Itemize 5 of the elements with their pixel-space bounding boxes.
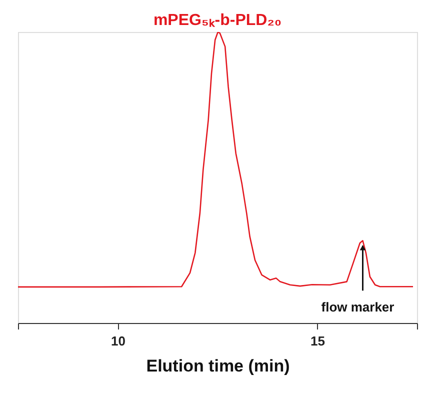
x-axis-title: Elution time (min)	[146, 356, 290, 376]
x-tick-label: 15	[310, 334, 325, 348]
annotation: flow marker	[321, 300, 394, 315]
x-tick-label: 10	[111, 334, 126, 348]
chart-title: mPEG₅ₖ-b-PLD₂₀	[153, 12, 282, 29]
